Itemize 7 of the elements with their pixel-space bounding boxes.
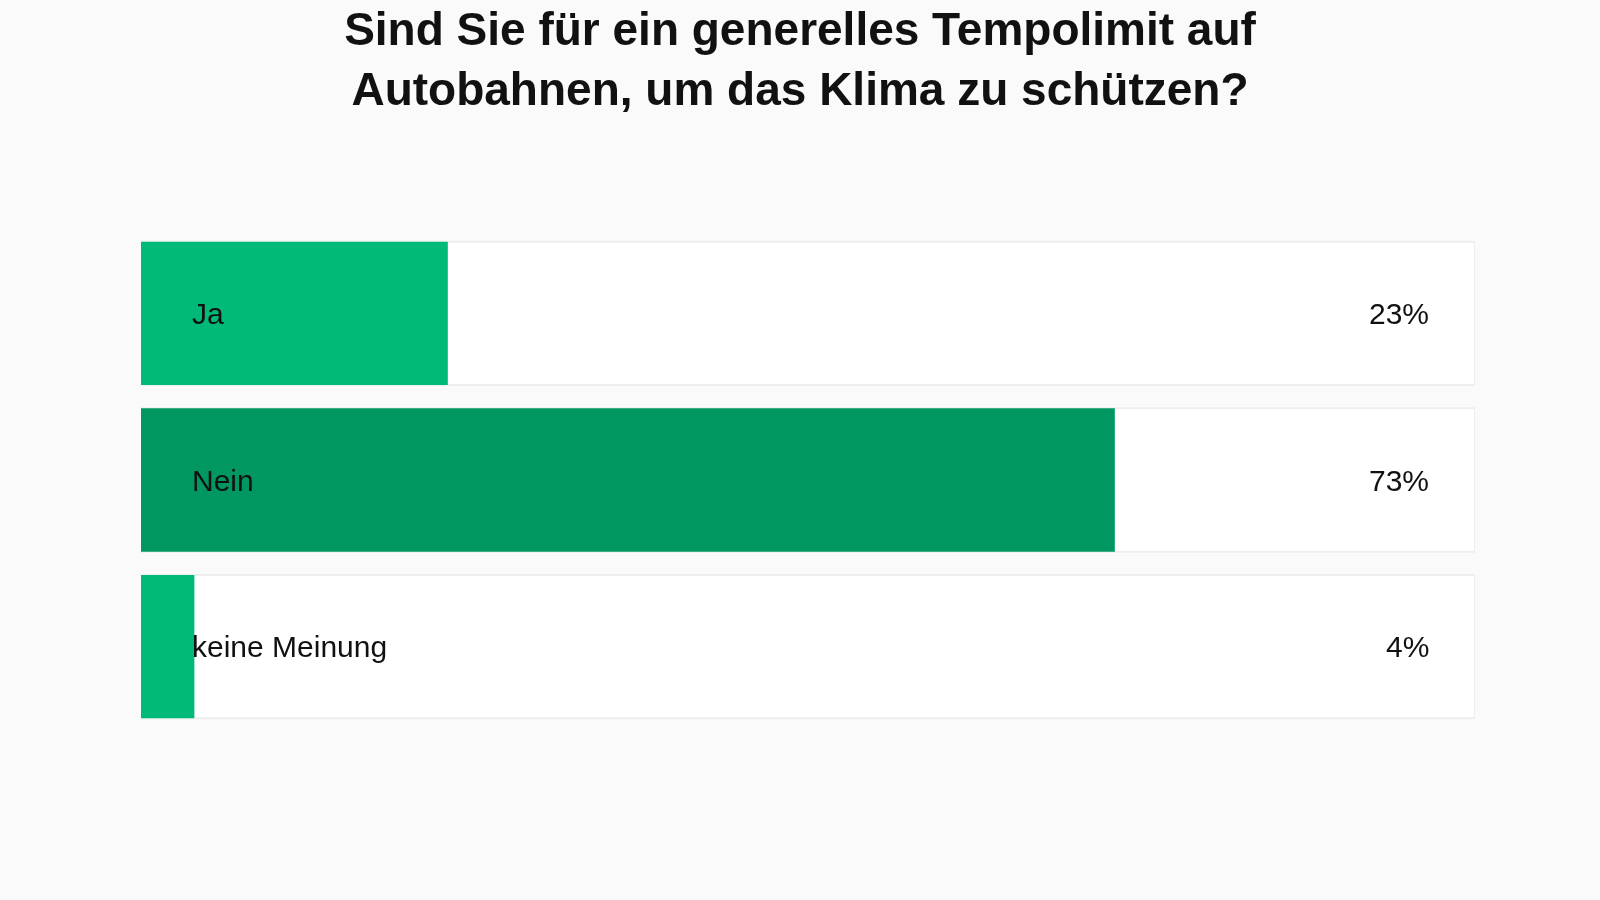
y-tick-label: Nein: [192, 463, 254, 497]
data-label: 23%: [1369, 297, 1430, 330]
data-label: 73%: [1369, 464, 1430, 497]
chart-title: Sind Sie für ein generelles Tempolimit auf Autobahnen, um das Klima zu schützen?: [344, 3, 1257, 115]
data-label: 4%: [1386, 630, 1430, 663]
y-tick-label: Ja: [192, 296, 224, 330]
y-tick-label: keine Meinung: [192, 630, 388, 664]
